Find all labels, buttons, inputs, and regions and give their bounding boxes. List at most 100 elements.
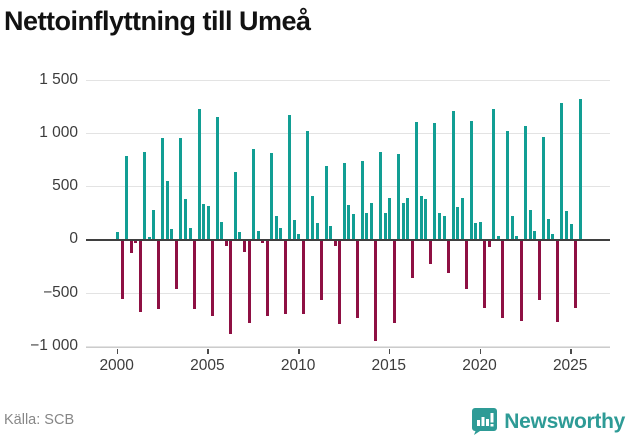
- bar: [193, 240, 197, 309]
- bar: [174, 240, 178, 290]
- bar: [252, 148, 256, 240]
- y-tick-label: 1 000: [39, 123, 78, 141]
- bar: [560, 103, 564, 240]
- bar: [320, 240, 324, 301]
- bar: [202, 204, 206, 240]
- bar: [247, 240, 251, 324]
- bar: [424, 199, 428, 240]
- bar: [379, 151, 383, 240]
- bar: [292, 220, 296, 240]
- bar: [433, 123, 437, 240]
- bar: [138, 240, 142, 313]
- bar: [224, 240, 228, 246]
- bar: [116, 232, 119, 240]
- bar: [456, 206, 460, 240]
- bar: [478, 221, 482, 240]
- bar: [324, 165, 328, 240]
- y-tick-label: −1 000: [30, 336, 78, 354]
- x-tick-label: 2025: [552, 357, 588, 374]
- bar: [197, 108, 201, 240]
- y-tick-label: −500: [43, 283, 78, 301]
- bar: [474, 222, 478, 240]
- x-tick-label: 2020: [462, 357, 497, 374]
- bar: [179, 138, 183, 240]
- gridline: [86, 345, 610, 347]
- bar: [528, 209, 532, 240]
- bar: [360, 161, 364, 240]
- bar: [428, 240, 432, 265]
- bar: [125, 155, 129, 240]
- x-tick-label: 2005: [190, 357, 225, 374]
- bar: [156, 240, 160, 310]
- bar: [388, 198, 392, 240]
- bar: [152, 210, 156, 240]
- bar: [279, 227, 283, 240]
- bar: [442, 215, 446, 240]
- bar: [555, 240, 559, 323]
- bar: [129, 240, 133, 253]
- bar: [329, 226, 333, 240]
- gridline: [86, 186, 610, 188]
- bar: [578, 99, 582, 240]
- bar: [501, 240, 505, 318]
- bar: [311, 196, 314, 240]
- bar: [356, 240, 360, 318]
- bar: [406, 197, 410, 240]
- bar: [220, 221, 224, 240]
- bar: [211, 240, 215, 316]
- bar: [374, 240, 378, 342]
- bar: [533, 230, 537, 240]
- x-tick-label: 2010: [280, 357, 316, 374]
- bar: [519, 240, 523, 322]
- gridline: [86, 292, 610, 294]
- bar: [338, 240, 342, 325]
- bar: [120, 240, 124, 299]
- gridline: [86, 79, 610, 81]
- zero-axis-line: [86, 238, 610, 241]
- bar: [460, 198, 464, 240]
- bar: [274, 215, 278, 240]
- bar: [261, 240, 265, 244]
- bar: [215, 116, 219, 240]
- bar: [469, 121, 473, 240]
- bar: [270, 153, 274, 240]
- bar: [510, 216, 514, 240]
- x-tick-mark: [298, 349, 300, 354]
- bar: [483, 240, 487, 308]
- bar: [206, 205, 210, 240]
- bar: [306, 130, 310, 240]
- bar: [238, 231, 242, 240]
- brand-wordmark: Newsworthy: [504, 409, 625, 433]
- x-tick-mark: [388, 349, 391, 354]
- bar: [134, 240, 138, 243]
- bar: [537, 240, 541, 301]
- bar: [506, 130, 509, 240]
- bar: [147, 237, 151, 240]
- x-tick-mark: [479, 349, 481, 354]
- bar: [397, 154, 401, 240]
- x-tick-mark: [207, 349, 209, 354]
- bar: [365, 212, 369, 240]
- x-tick-label: 2000: [99, 357, 134, 374]
- bar: [383, 213, 387, 240]
- bar: [492, 109, 496, 240]
- y-tick-label: 1 500: [39, 70, 78, 88]
- bar: [283, 240, 287, 314]
- x-tick-mark: [116, 349, 119, 354]
- bar: [333, 240, 337, 247]
- x-tick-label: 2015: [371, 357, 407, 374]
- bar: [546, 219, 550, 240]
- bar: [342, 162, 346, 240]
- bar: [161, 138, 165, 240]
- bar: [229, 240, 233, 335]
- chart-title: Nettoinflyttning till Umeå: [4, 6, 311, 36]
- bar: [447, 240, 451, 273]
- bar: [297, 233, 301, 240]
- y-tick-label: 500: [52, 177, 78, 195]
- bar: [315, 223, 319, 240]
- bar: [170, 229, 174, 240]
- bar: [569, 224, 573, 240]
- bar: [369, 203, 373, 240]
- bar: [524, 125, 528, 240]
